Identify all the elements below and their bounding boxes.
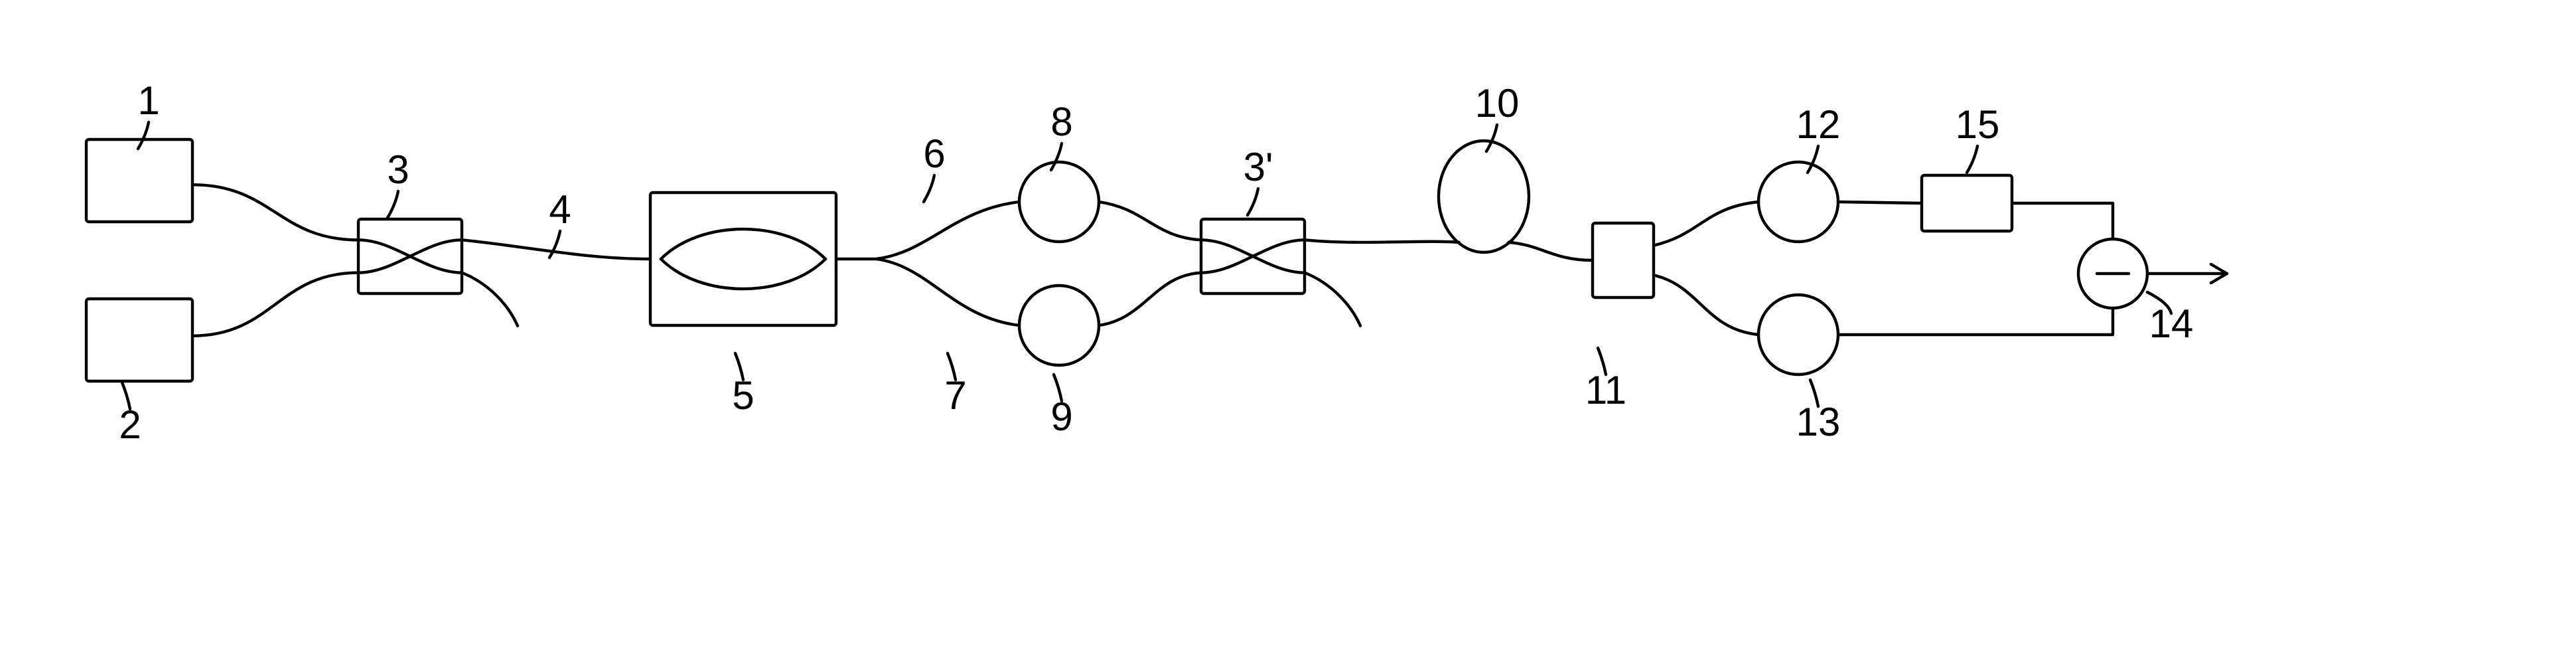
wire-1-3 [192,185,358,240]
wire-2-3 [192,273,358,336]
wire-11-12 [1654,202,1758,246]
tick-10 [1486,125,1497,151]
wire-11-13 [1654,275,1758,335]
box-15 [1922,175,2012,231]
tick-12 [1808,146,1818,173]
label-15: 15 [1956,102,2000,147]
loop-10 [1439,141,1529,252]
label-10: 10 [1475,81,1520,126]
tick-15 [1967,146,1977,173]
wire-13-14 [1838,308,2113,335]
label-14: 14 [2149,301,2194,346]
wire-9-3p [1099,273,1201,325]
label-3: 3 [387,147,409,192]
circle-12 [1758,162,1838,242]
coupler-5 [650,193,836,325]
wire-3p-10 [1305,240,1459,242]
tail-3p-br [1305,273,1360,326]
label-12: 12 [1796,102,1841,147]
label-3': 3' [1244,145,1273,189]
box-1 [86,139,192,222]
tick-3 [388,191,398,218]
wire-12-15 [1838,202,1922,203]
circle-8 [1019,162,1099,242]
switch-3-cross-b [358,240,462,272]
label-1: 1 [137,78,159,123]
tick-3' [1248,189,1258,215]
tick-6 [924,175,934,202]
circle-13 [1758,295,1838,375]
schematic-diagram: 1234567893'101112131514 [0,0,2576,672]
label-6: 6 [923,131,945,176]
wire-8-3p [1099,202,1201,240]
wire-6 [836,202,1019,259]
wire-15-14 [2012,203,2113,239]
coupler-5-bot [661,259,825,289]
tick-1 [138,122,149,149]
coupler-5-top [661,229,825,259]
wire-10-11 [1508,242,1593,260]
box-2 [86,299,192,381]
label-4: 4 [549,187,571,232]
label-8: 8 [1050,100,1072,144]
tail-3-br [462,273,518,326]
wire-7 [876,259,1019,325]
switch-3p-cross-b [1201,240,1305,272]
tick-8 [1051,143,1062,170]
circle-9 [1019,286,1099,365]
box-11 [1593,223,1654,297]
